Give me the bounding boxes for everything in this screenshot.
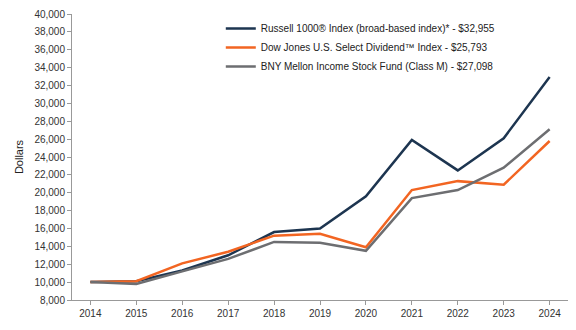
svg-text:8,000: 8,000: [40, 295, 65, 306]
svg-text:2014: 2014: [79, 308, 102, 319]
svg-text:2021: 2021: [401, 308, 424, 319]
svg-text:24,000: 24,000: [34, 152, 65, 163]
svg-text:2019: 2019: [309, 308, 332, 319]
svg-text:Dow Jones U.S. Select Dividend: Dow Jones U.S. Select Dividend™ Index - …: [261, 42, 488, 53]
svg-text:12,000: 12,000: [34, 259, 65, 270]
svg-text:30,000: 30,000: [34, 98, 65, 109]
svg-text:BNY Mellon Income Stock Fund (: BNY Mellon Income Stock Fund (Class M) -…: [261, 61, 494, 72]
svg-text:22,000: 22,000: [34, 169, 65, 180]
svg-text:36,000: 36,000: [34, 44, 65, 55]
svg-text:32,000: 32,000: [34, 80, 65, 91]
svg-text:2017: 2017: [217, 308, 240, 319]
svg-text:18,000: 18,000: [34, 205, 65, 216]
svg-text:2023: 2023: [493, 308, 516, 319]
svg-text:28,000: 28,000: [34, 116, 65, 127]
svg-text:38,000: 38,000: [34, 26, 65, 37]
svg-text:26,000: 26,000: [34, 134, 65, 145]
svg-text:16,000: 16,000: [34, 223, 65, 234]
svg-text:14,000: 14,000: [34, 241, 65, 252]
svg-text:10,000: 10,000: [34, 277, 65, 288]
svg-text:2016: 2016: [171, 308, 194, 319]
svg-text:2024: 2024: [539, 308, 562, 319]
svg-text:2018: 2018: [263, 308, 286, 319]
svg-text:40,000: 40,000: [34, 9, 65, 20]
svg-text:2022: 2022: [447, 308, 470, 319]
svg-text:34,000: 34,000: [34, 62, 65, 73]
svg-text:Russell 1000® Index (broad-bas: Russell 1000® Index (broad-based index)*…: [261, 23, 495, 34]
svg-text:2020: 2020: [355, 308, 378, 319]
svg-text:2015: 2015: [125, 308, 148, 319]
svg-text:20,000: 20,000: [34, 187, 65, 198]
svg-text:Dollars: Dollars: [13, 139, 25, 174]
